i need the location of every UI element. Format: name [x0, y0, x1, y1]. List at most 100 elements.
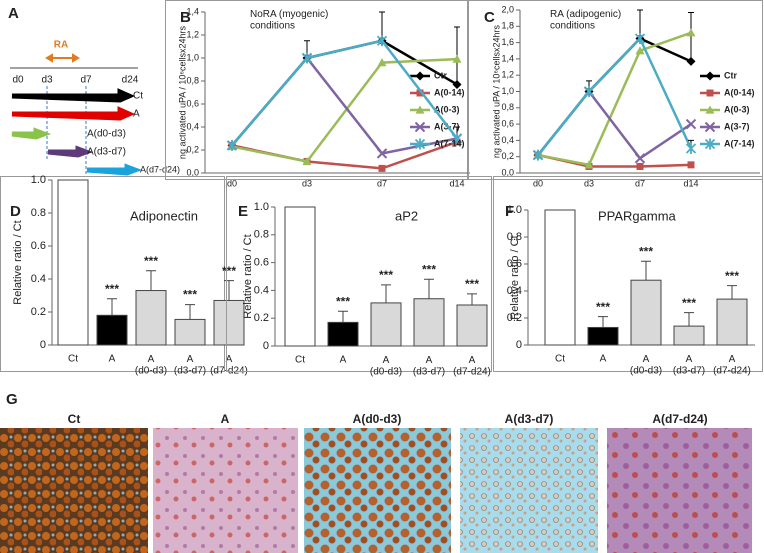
- image-label: Ct: [68, 412, 81, 426]
- panel-letter: A: [8, 5, 19, 22]
- legend-label: A(7-14): [724, 138, 755, 148]
- bar: [96, 314, 128, 346]
- legend-label: Ctr: [724, 70, 737, 80]
- arrow: [47, 145, 94, 158]
- panel-a: A RA d0 d3 d7 d24 Ct A A(d0-d3) A(d3-d7)…: [8, 5, 180, 176]
- marker: [685, 143, 697, 155]
- significance-label: ***: [465, 277, 479, 291]
- row-label: A: [133, 109, 140, 120]
- series-line: [231, 57, 458, 163]
- image-label: A(d0-d3): [353, 412, 402, 426]
- error-bar: [467, 293, 477, 305]
- micrograph: [304, 428, 451, 553]
- y-tick-label: 0.8: [507, 231, 522, 243]
- significance-label: ***: [379, 268, 393, 282]
- chart-title: NoRA (myogenic) conditions: [250, 9, 328, 32]
- y-tick-label: 0,2: [186, 144, 199, 154]
- x-tick-label: d0: [533, 178, 543, 188]
- day-label: d0: [12, 75, 24, 86]
- marker: [416, 89, 424, 97]
- marker: [705, 105, 715, 114]
- image-label: A(d7-d24): [652, 412, 707, 426]
- error-bar: [727, 285, 737, 300]
- error-bar: [146, 270, 156, 291]
- marker: [452, 79, 462, 89]
- row-label: A(d7-d24): [140, 164, 180, 174]
- x-tick-label: A: [109, 354, 116, 365]
- x-tick-label: d3: [302, 178, 312, 188]
- y-tick-label: 0,0: [186, 167, 199, 177]
- day-label: d3: [41, 75, 53, 86]
- x-tick-label: A: [340, 355, 347, 366]
- panel-letter: E: [238, 203, 248, 220]
- legend-label: A(0-3): [724, 104, 750, 114]
- panel-letter: G: [6, 391, 18, 408]
- series-line: [537, 31, 692, 167]
- marker: [584, 160, 594, 169]
- marker: [414, 121, 426, 133]
- error-bar: [424, 278, 434, 299]
- marker: [415, 71, 425, 81]
- panel-g: G Ct A A(d0-d3) A(d3-d7) A(d7-d24): [0, 391, 752, 553]
- significance-label: ***: [422, 262, 436, 276]
- x-tick-label: d3: [584, 178, 594, 188]
- x-tick-label: A (d3-d7): [673, 354, 705, 377]
- marker: [583, 86, 595, 97]
- x-tick-label: A (d3-d7): [413, 355, 445, 378]
- marker: [376, 148, 388, 159]
- y-tick-label: 1.0: [254, 201, 269, 213]
- legend-label: Ctr: [434, 70, 447, 80]
- marker: [451, 133, 463, 144]
- y-tick-label: 1,0: [501, 86, 514, 96]
- bar: [413, 298, 445, 347]
- x-tick-label: A: [600, 354, 607, 365]
- y-tick-label: 0.2: [254, 312, 269, 324]
- marker: [634, 153, 646, 164]
- marker: [302, 157, 312, 166]
- y-tick-label: 1.0: [507, 204, 522, 216]
- panel-letter: D: [10, 203, 21, 220]
- error-bar: [338, 310, 348, 323]
- significance-label: ***: [336, 294, 350, 308]
- series-line: [537, 153, 692, 168]
- treatment-label: RA: [54, 40, 68, 51]
- y-tick-label: 0,8: [501, 102, 514, 112]
- error-bar: [185, 304, 195, 320]
- bar: [370, 302, 402, 347]
- marker: [704, 121, 716, 133]
- bar: [673, 325, 705, 346]
- marker: [415, 105, 425, 114]
- series-line: [231, 39, 458, 147]
- y-tick-label: 1,8: [501, 21, 514, 31]
- significance-label: ***: [725, 269, 739, 283]
- chart-panel: Bng activated uPA / 10⁶cellsx24hrs 0,0 0,2…: [165, 0, 470, 188]
- chart-panel: F Relative ratio / Ct 0 0.2 0.4 0.6 0.8 1.0 Ct A A…: [493, 176, 763, 377]
- error-bar: [688, 11, 694, 62]
- legend-label: A(3-7): [724, 121, 750, 131]
- y-tick-label: 1.0: [31, 174, 46, 186]
- chart-title: PPARgamma: [598, 208, 677, 223]
- x-tick-label: A (d0-d3): [135, 354, 167, 377]
- x-tick-label: d14: [683, 178, 698, 188]
- y-axis-label: ng activated uPA / 10⁶cellsx24hrs: [491, 24, 501, 158]
- y-tick-label: 1,4: [501, 53, 514, 63]
- y-axis-label: Relative ratio / Ct: [242, 234, 254, 318]
- y-tick-label: 0.6: [254, 257, 269, 269]
- micrograph: [153, 428, 298, 553]
- marker: [634, 33, 646, 45]
- y-tick-label: 0,8: [186, 75, 199, 85]
- micrograph: [607, 428, 752, 553]
- image-label: A(d3-d7): [505, 412, 554, 426]
- panel-frame: [493, 176, 763, 372]
- marker: [452, 54, 462, 63]
- bar: [716, 298, 748, 346]
- y-tick-label: 1,6: [501, 37, 514, 47]
- arrow: [11, 88, 136, 103]
- error-bar: [598, 316, 608, 328]
- marker: [685, 118, 697, 130]
- y-tick-label: 0: [516, 339, 522, 351]
- panel-frame: [226, 176, 492, 372]
